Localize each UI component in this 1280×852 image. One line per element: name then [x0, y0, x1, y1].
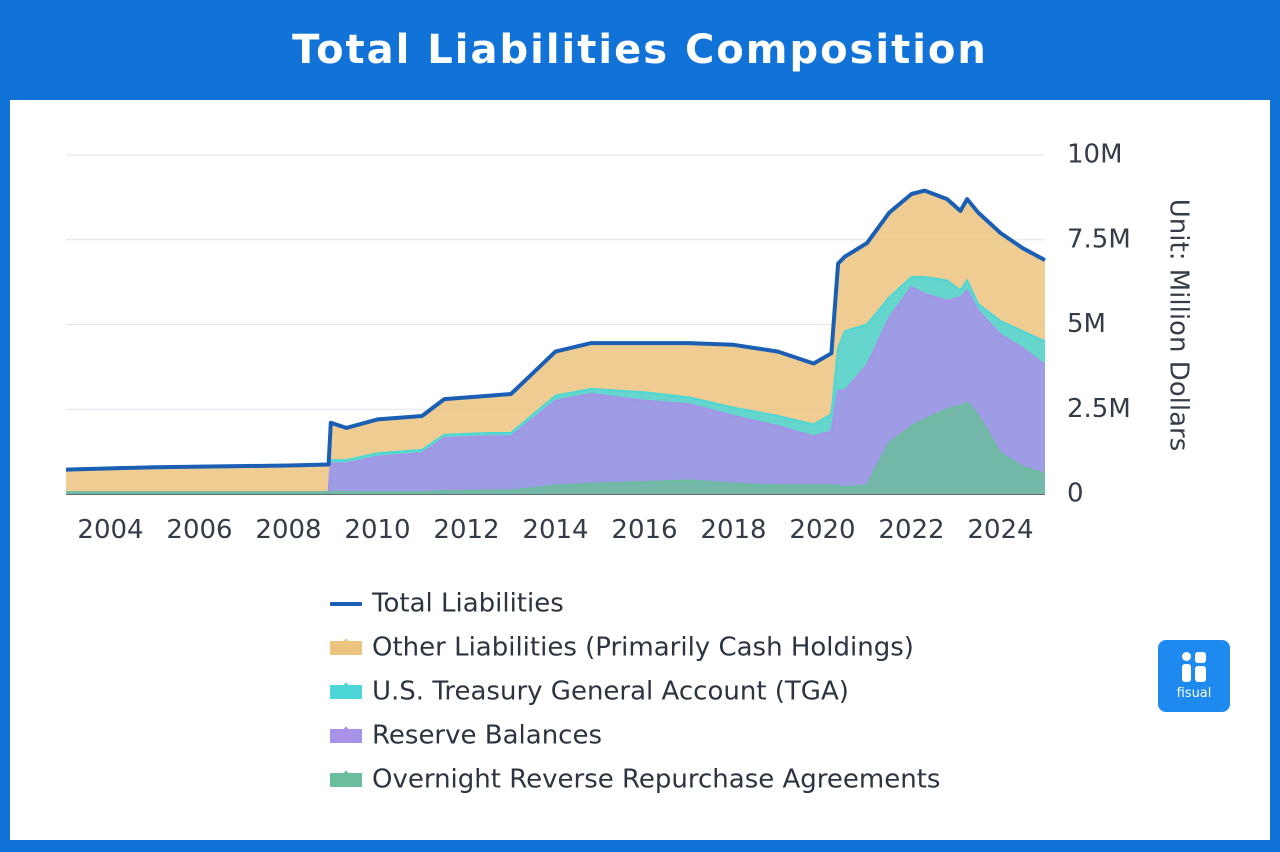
legend-item[interactable]: Overnight Reverse Repurchase Agreements [330, 765, 940, 795]
x-tick-label: 2012 [433, 515, 499, 545]
x-tick-label: 2016 [611, 515, 677, 545]
area-edge [66, 276, 1046, 494]
legend-marker [338, 682, 354, 691]
line-total-liabilities [65, 188, 1046, 472]
legend-swatch [330, 773, 362, 787]
legend-item[interactable]: Total Liabilities [330, 589, 564, 619]
x-tick-label: 2020 [789, 515, 855, 545]
legend-label: U.S. Treasury General Account (TGA) [372, 677, 849, 707]
y-tick-label: 5M [1067, 309, 1106, 339]
legend-item[interactable]: U.S. Treasury General Account (TGA) [330, 677, 849, 707]
area-edge [66, 285, 1046, 494]
legend-label: Total Liabilities [371, 589, 564, 619]
legend-marker [338, 638, 354, 647]
x-tick-label: 2018 [700, 515, 766, 545]
y-tick-label: 7.5M [1067, 224, 1131, 254]
legend-swatch [330, 729, 362, 743]
legend-swatch [330, 602, 362, 606]
x-tick-label: 2010 [344, 515, 410, 545]
x-tick-label: 2006 [166, 515, 232, 545]
x-tick-label: 2014 [522, 515, 588, 545]
legend-marker [338, 770, 354, 779]
area-edge [66, 401, 1046, 494]
axis-layer: 0 2.5M 5M 7.5M 10M 2004 2006 2008 2010 2012 2014 20… [77, 140, 1130, 546]
x-tick-label: 2022 [878, 515, 944, 545]
y-tick-label: 10M [1067, 140, 1123, 170]
line-layer [65, 188, 1046, 472]
fisual-logo-icon [1179, 651, 1209, 682]
legend-label: Overnight Reverse Repurchase Agreements [372, 765, 940, 795]
y-axis-title: Unit: Million Dollars [1164, 199, 1194, 451]
page-title: Total Liabilities Composition [292, 27, 988, 73]
legend-label: Other Liabilities (Primarily Cash Holdin… [372, 633, 914, 663]
chart-panel: 0 2.5M 5M 7.5M 10M 2004 2006 2008 2010 2012 2014 20… [10, 100, 1270, 840]
legend-swatch [330, 641, 362, 655]
area-layer [65, 189, 1046, 494]
legend-item[interactable]: Other Liabilities (Primarily Cash Holdin… [330, 633, 914, 663]
liabilities-chart: 0 2.5M 5M 7.5M 10M 2004 2006 2008 2010 2012 2014 20… [65, 140, 1194, 795]
area-reserve-balances [66, 287, 1045, 494]
legend-label: Reserve Balances [372, 721, 602, 751]
legend-item[interactable]: Reserve Balances [330, 721, 602, 751]
legend: Total Liabilities Other Liabilities (Prim… [330, 589, 940, 795]
legend-marker [338, 726, 354, 735]
area-overnight-reverse-repurchase-agreements [66, 402, 1045, 494]
legend-swatch [330, 685, 362, 699]
fisual-logo: fisual [1158, 640, 1230, 712]
x-tick-label: 2024 [967, 515, 1033, 545]
title-bar: Total Liabilities Composition [0, 0, 1280, 100]
y-tick-label: 0 [1067, 479, 1084, 509]
area-other-liabilities-primarily-cash-holdings [66, 190, 1045, 494]
y-tick-label: 2.5M [1067, 394, 1131, 424]
x-tick-label: 2008 [255, 515, 321, 545]
x-tick-label: 2004 [77, 515, 143, 545]
logo-text: fisual [1176, 685, 1212, 701]
